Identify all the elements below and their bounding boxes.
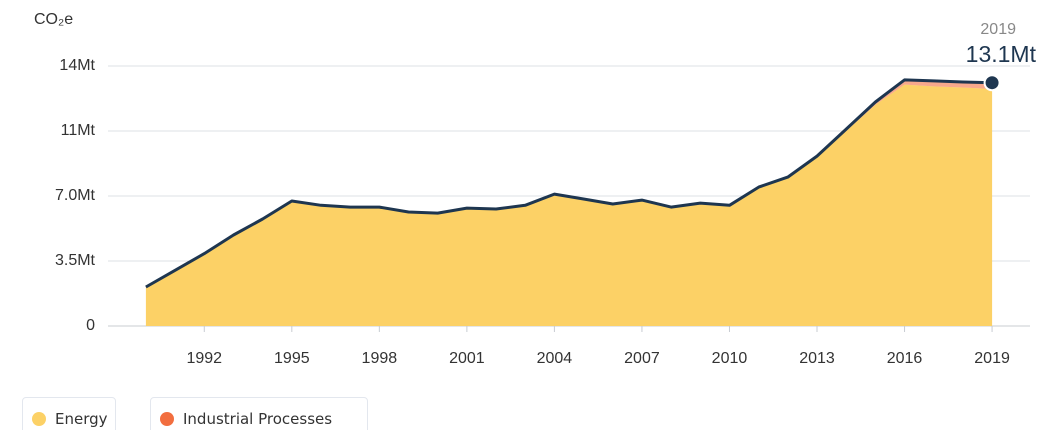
legend-label: Industrial Processes — [183, 410, 333, 428]
x-tick-label: 1995 — [274, 350, 310, 367]
legend-swatch — [160, 412, 174, 426]
y-tick-label: 11Mt — [61, 122, 96, 139]
x-tick-label: 2019 — [974, 350, 1010, 367]
x-tick-label: 2010 — [712, 350, 748, 367]
chart: CO₂e 0 3.5Mt 7.0Mt 11Mt 14Mt 1992 1995 1998 2001… — [34, 11, 1037, 367]
legend-swatch — [32, 412, 46, 426]
tooltip-year: 2019 — [980, 21, 1016, 38]
x-tick-label: 2007 — [624, 350, 660, 367]
legend-item[interactable]: Industrial Processes — [150, 397, 368, 430]
x-tick-label: 2004 — [537, 350, 573, 367]
x-tick-label: 2016 — [887, 350, 923, 367]
x-tick-label: 2013 — [799, 350, 835, 367]
legend-item[interactable]: Energy — [22, 397, 116, 430]
x-tick-label: 2001 — [449, 350, 485, 367]
y-tick-label: 0 — [86, 317, 95, 334]
y-tick-label: 3.5Mt — [55, 252, 96, 269]
y-tick-label: 14Mt — [59, 57, 95, 74]
x-tick-label: 1992 — [186, 350, 222, 367]
x-tick-label: 1998 — [362, 350, 398, 367]
legend-label: Energy — [55, 410, 108, 428]
y-axis-label: CO₂e — [34, 11, 73, 28]
highlight-dot — [983, 74, 1001, 92]
y-tick-label: 7.0Mt — [55, 187, 96, 204]
area — [145, 84, 993, 326]
total-line — [145, 78, 993, 289]
tooltip-value: 13.1Mt — [966, 41, 1037, 67]
